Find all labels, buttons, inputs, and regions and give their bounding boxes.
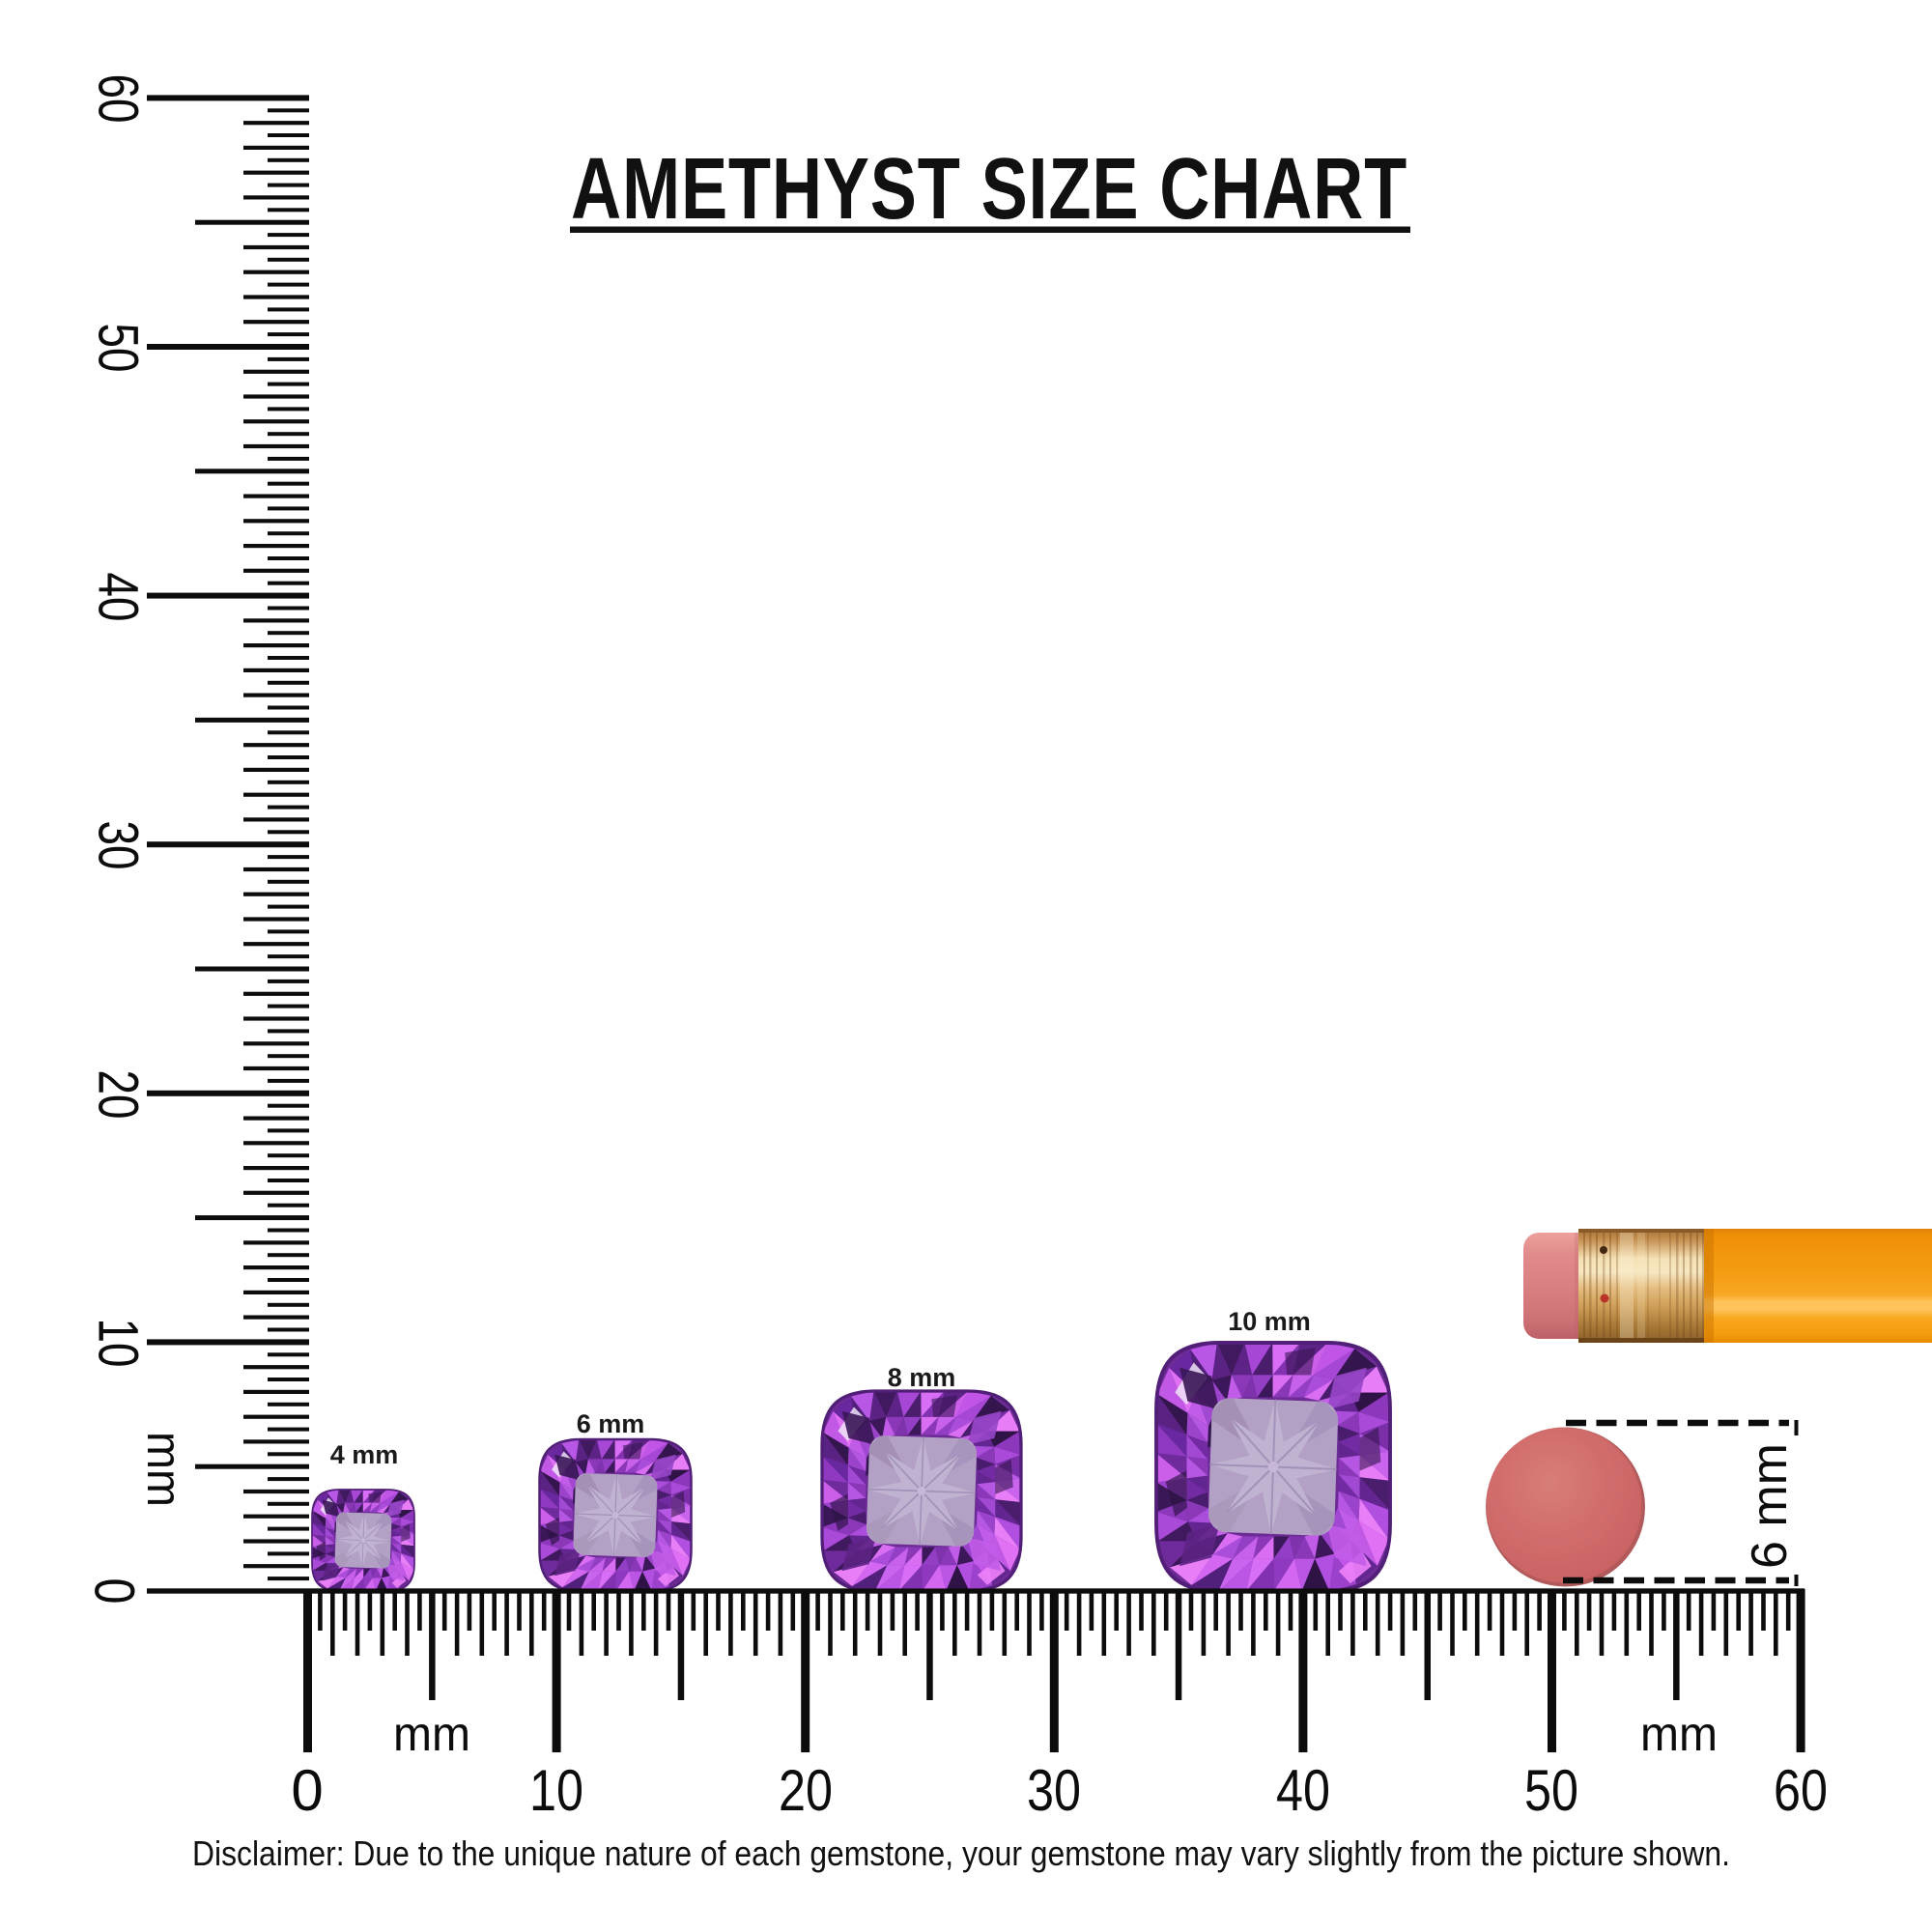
- svg-text:10: 10: [87, 1319, 150, 1368]
- svg-text:60: 60: [1774, 1758, 1828, 1823]
- svg-text:0: 0: [291, 1758, 323, 1823]
- svg-text:30: 30: [1027, 1758, 1081, 1823]
- svg-text:40: 40: [1276, 1758, 1330, 1823]
- svg-text:6 mm: 6 mm: [1742, 1443, 1798, 1569]
- svg-text:Disclaimer: Due to the unique: Disclaimer: Due to the unique nature of …: [192, 1833, 1730, 1873]
- svg-text:AMETHYST SIZE CHART: AMETHYST SIZE CHART: [571, 141, 1407, 238]
- svg-text:60: 60: [87, 74, 150, 124]
- svg-text:40: 40: [87, 573, 150, 622]
- svg-text:mm: mm: [1640, 1707, 1718, 1761]
- svg-text:30: 30: [87, 821, 150, 870]
- svg-text:4 mm: 4 mm: [330, 1440, 399, 1469]
- svg-text:20: 20: [87, 1070, 150, 1120]
- svg-text:0: 0: [83, 1578, 146, 1605]
- svg-text:50: 50: [87, 324, 150, 373]
- svg-text:6 mm: 6 mm: [577, 1409, 645, 1438]
- svg-text:10: 10: [529, 1758, 583, 1823]
- svg-text:20: 20: [779, 1758, 833, 1823]
- svg-text:50: 50: [1524, 1758, 1578, 1823]
- svg-text:mm: mm: [137, 1432, 191, 1507]
- svg-text:mm: mm: [393, 1707, 470, 1761]
- svg-text:8 mm: 8 mm: [888, 1363, 956, 1392]
- svg-text:10 mm: 10 mm: [1228, 1307, 1311, 1336]
